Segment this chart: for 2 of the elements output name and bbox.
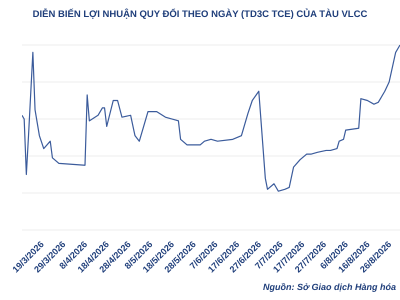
text: Nguồn: Sở Giao dịch Hàng hóa (262, 282, 396, 292)
chart-title: DIỄN BIẾN LỢI NHUẬN QUY ĐỔI THEO NGÀY (TD3C TCE) CỦA TÀU VLCC (32, 9, 368, 20)
